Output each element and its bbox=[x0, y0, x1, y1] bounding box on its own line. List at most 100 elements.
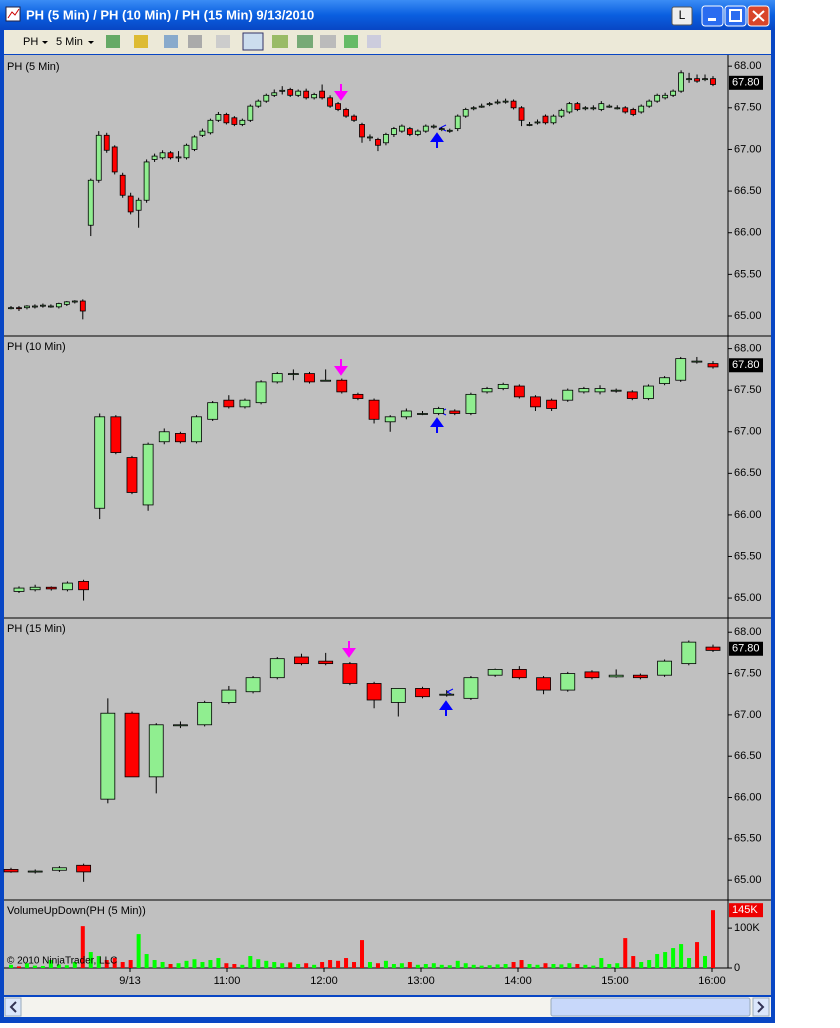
snap-icon[interactable] bbox=[188, 35, 202, 48]
bar-type-icon[interactable] bbox=[106, 35, 120, 48]
buy-arrow bbox=[430, 132, 444, 148]
candle-body bbox=[231, 117, 238, 125]
pointer-icon[interactable] bbox=[216, 35, 230, 48]
money-icon[interactable] bbox=[344, 35, 358, 48]
volume-bar bbox=[455, 960, 460, 968]
last-value-label: 67.80 bbox=[732, 643, 760, 655]
buy-arrow bbox=[439, 700, 453, 716]
candle-body bbox=[681, 641, 697, 665]
candle-body bbox=[255, 100, 262, 107]
volume-bar bbox=[439, 964, 444, 968]
volume-bar bbox=[176, 963, 181, 968]
y-tick-label: 66.50 bbox=[734, 467, 762, 479]
y-tick-label: 67.50 bbox=[734, 102, 762, 114]
candle-body bbox=[87, 179, 94, 226]
scroll-right[interactable] bbox=[752, 997, 770, 1017]
volume-bar bbox=[519, 960, 524, 968]
strategies-icon[interactable] bbox=[320, 35, 336, 48]
copyright: © 2010 NinjaTrader, LLC bbox=[7, 956, 117, 967]
properties-icon[interactable] bbox=[367, 35, 381, 48]
volume-bar bbox=[503, 964, 508, 968]
volume-bar bbox=[415, 964, 420, 968]
candle-body bbox=[486, 103, 493, 106]
volume-bar bbox=[352, 962, 357, 968]
volume-bar bbox=[559, 964, 564, 968]
volume-bar bbox=[383, 960, 388, 968]
volume-bar bbox=[200, 962, 205, 968]
volume-bar bbox=[56, 964, 61, 968]
candle-body bbox=[614, 107, 621, 110]
candle-body bbox=[343, 109, 349, 117]
candle-body bbox=[366, 683, 382, 701]
candle-body bbox=[606, 105, 613, 108]
panel-title: PH (10 Min) bbox=[7, 341, 66, 353]
candle-body bbox=[707, 363, 719, 368]
y-tick-label: 65.00 bbox=[734, 874, 762, 886]
candle-body bbox=[584, 671, 600, 679]
volume-bar bbox=[551, 964, 556, 968]
volume-bar bbox=[575, 964, 580, 968]
volume-bar bbox=[96, 956, 101, 968]
volume-bar bbox=[160, 962, 165, 968]
candle-body bbox=[352, 393, 364, 399]
candle-body bbox=[271, 373, 283, 383]
candle-body bbox=[127, 195, 134, 213]
candle-body bbox=[319, 90, 326, 99]
candle-body bbox=[62, 582, 73, 591]
candle-body bbox=[487, 669, 503, 676]
candle-body bbox=[3, 869, 19, 873]
volume-bar bbox=[527, 964, 532, 968]
y-tick-label: 68.00 bbox=[734, 60, 762, 72]
candle-body bbox=[191, 136, 198, 150]
volume-bar bbox=[328, 960, 333, 968]
link-button[interactable] bbox=[671, 6, 693, 26]
candle-body bbox=[383, 134, 389, 144]
candle-body bbox=[494, 101, 501, 104]
candle-body bbox=[530, 396, 541, 408]
signal-arrows bbox=[334, 84, 454, 716]
indicators-icon[interactable] bbox=[297, 35, 313, 48]
panel-title: PH (15 Min) bbox=[7, 623, 66, 635]
y-tick-label: 65.50 bbox=[734, 833, 762, 845]
volume-bar bbox=[487, 965, 492, 968]
candle-body bbox=[390, 688, 406, 703]
y-tick-label: 67.50 bbox=[734, 384, 762, 396]
volume-bar bbox=[407, 962, 412, 968]
volume-bar bbox=[48, 960, 53, 968]
candle-body bbox=[678, 72, 684, 92]
candle-body bbox=[76, 864, 92, 873]
candle-body bbox=[159, 152, 166, 159]
candle-body bbox=[417, 413, 428, 415]
instrument-selector[interactable]: PH bbox=[23, 36, 38, 48]
candle-body bbox=[269, 658, 285, 679]
candle-body bbox=[126, 457, 138, 493]
crosshair-icon[interactable] bbox=[164, 35, 178, 48]
volume-bar bbox=[431, 963, 436, 968]
candle-body bbox=[526, 124, 533, 126]
y-tick-label: 0 bbox=[734, 962, 740, 974]
candle-body bbox=[223, 399, 235, 408]
volume-bar bbox=[511, 962, 516, 968]
draw-icon[interactable] bbox=[134, 35, 148, 48]
candle-body bbox=[215, 114, 222, 121]
candle-body bbox=[239, 119, 246, 125]
candle-body bbox=[367, 136, 373, 139]
volume-bar bbox=[168, 964, 173, 968]
candle-body bbox=[318, 660, 334, 665]
zoom-icon[interactable] bbox=[242, 32, 264, 51]
scroll-right-icon bbox=[757, 1001, 765, 1013]
candle-body bbox=[481, 388, 493, 393]
scroll-thumb[interactable] bbox=[550, 997, 751, 1017]
scroll-left[interactable] bbox=[4, 997, 22, 1017]
minimize-button[interactable] bbox=[701, 5, 724, 27]
candle-body bbox=[702, 78, 708, 81]
volume-bar bbox=[463, 963, 468, 968]
interval-selector[interactable]: 5 Min bbox=[56, 36, 83, 48]
data-box-icon[interactable] bbox=[272, 35, 288, 48]
candle-body bbox=[94, 416, 106, 509]
close-icon bbox=[752, 10, 765, 22]
x-tick-label: 9/13 bbox=[119, 975, 140, 987]
candle-body bbox=[303, 90, 310, 99]
candle-body bbox=[415, 688, 430, 698]
volume-bar bbox=[152, 960, 157, 968]
